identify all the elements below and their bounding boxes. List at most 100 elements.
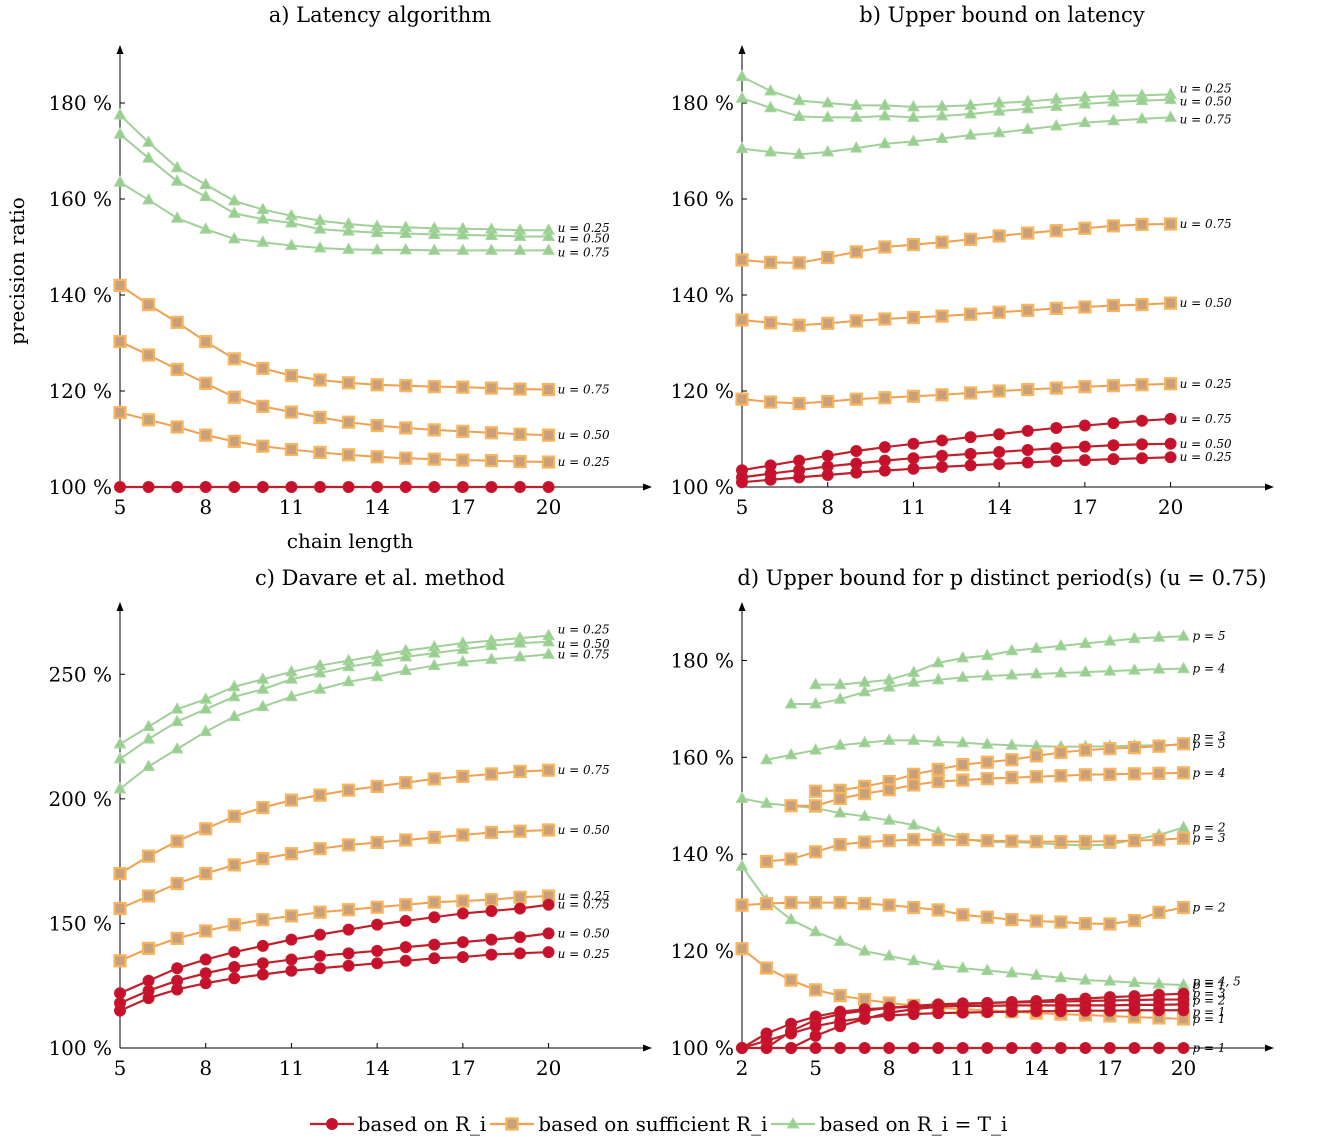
- data-point: [370, 450, 384, 464]
- data-point: [936, 449, 948, 462]
- data-point: [542, 647, 556, 659]
- data-point: [906, 134, 920, 146]
- data-point: [735, 91, 749, 103]
- data-point: [256, 913, 270, 927]
- data-point: [1103, 1004, 1116, 1017]
- data-point: [850, 466, 863, 479]
- data-point: [1049, 301, 1063, 316]
- data-point: [427, 830, 441, 845]
- data-point: [849, 392, 863, 406]
- data-point: [1152, 739, 1166, 753]
- data-point: [1005, 834, 1019, 848]
- data-point: [956, 1006, 969, 1019]
- data-point: [956, 773, 970, 787]
- series-line: [119, 411, 549, 464]
- data-point: [906, 238, 921, 252]
- data-point: [808, 896, 823, 910]
- data-point: [142, 719, 156, 732]
- series-red-14: p = 1: [736, 1004, 1226, 1054]
- series-green-3: u = 0.75: [113, 647, 610, 794]
- series-line: [815, 742, 1184, 793]
- data-point: [484, 243, 498, 255]
- data-point: [735, 898, 749, 912]
- data-point: [993, 428, 1006, 441]
- data-point: [1152, 1042, 1165, 1054]
- data-point: [370, 225, 384, 238]
- data-point: [514, 481, 526, 493]
- legend-label: based on R_i: [357, 1112, 487, 1136]
- data-point: [227, 709, 241, 722]
- data-point: [849, 98, 863, 110]
- y-tick-label: 120 %: [670, 379, 734, 403]
- data-point: [882, 733, 896, 745]
- data-point: [833, 837, 847, 852]
- data-point: [513, 764, 527, 779]
- y-tick-label: 180 %: [48, 91, 112, 115]
- data-point: [399, 226, 413, 239]
- series-line: [741, 382, 1171, 405]
- data-point: [1135, 298, 1149, 312]
- data-point: [858, 787, 872, 801]
- data-point: [313, 788, 327, 802]
- data-point: [542, 243, 556, 255]
- data-point: [956, 1042, 969, 1054]
- legend-item-red: based on R_i: [309, 1112, 487, 1136]
- data-point: [114, 987, 126, 1000]
- data-point: [141, 298, 156, 312]
- data-point: [142, 759, 156, 771]
- data-point: [228, 972, 241, 985]
- data-point: [980, 668, 994, 681]
- data-point: [513, 649, 527, 662]
- data-point: [1054, 769, 1068, 783]
- data-point: [313, 240, 327, 253]
- data-point: [313, 222, 327, 234]
- data-point: [882, 813, 896, 825]
- data-point: [809, 677, 823, 690]
- y-tick-label: 160 %: [670, 187, 734, 211]
- data-point: [785, 1042, 798, 1054]
- series-end-label: u = 0.50: [558, 637, 610, 651]
- x-tick-label: 20: [1171, 1056, 1196, 1080]
- series-end-label: u = 0.75: [558, 647, 610, 661]
- data-point: [142, 732, 156, 744]
- series-end-label: p = 2: [1193, 901, 1226, 915]
- data-point: [342, 923, 355, 936]
- data-point: [428, 481, 441, 493]
- data-point: [513, 890, 527, 904]
- data-point: [341, 415, 356, 429]
- data-point: [833, 896, 847, 910]
- data-point: [956, 735, 970, 748]
- series-end-label: p = 2: [1193, 993, 1226, 1007]
- data-point: [1054, 666, 1068, 678]
- data-point: [199, 724, 213, 737]
- data-point: [141, 849, 156, 863]
- data-point: [171, 962, 184, 975]
- data-point: [935, 131, 949, 144]
- data-point: [1127, 663, 1141, 675]
- data-point: [1128, 1004, 1141, 1017]
- y-tick-label: 180 %: [670, 91, 734, 115]
- data-point: [1079, 1004, 1092, 1017]
- series-end-label: u = 0.25: [558, 455, 610, 469]
- data-point: [858, 1011, 871, 1024]
- data-point: [427, 658, 441, 671]
- x-tick-label: 11: [950, 1056, 975, 1080]
- data-point: [980, 834, 994, 848]
- x-axis-arrow-icon: [643, 1044, 652, 1052]
- data-point: [1030, 1005, 1043, 1018]
- series-end-label: u = 0.75: [1180, 412, 1232, 426]
- data-point: [170, 174, 184, 186]
- y-tick-label: 140 %: [48, 283, 112, 307]
- data-point: [285, 481, 298, 493]
- data-point: [199, 924, 213, 938]
- data-point: [935, 235, 949, 249]
- data-point: [1164, 451, 1177, 464]
- data-point: [256, 800, 270, 815]
- data-point: [1030, 1042, 1043, 1054]
- data-point: [342, 959, 355, 972]
- series-line: [741, 442, 1171, 479]
- data-point: [285, 964, 298, 977]
- data-point: [456, 424, 470, 438]
- data-point: [1054, 915, 1068, 929]
- data-point: [760, 1042, 773, 1054]
